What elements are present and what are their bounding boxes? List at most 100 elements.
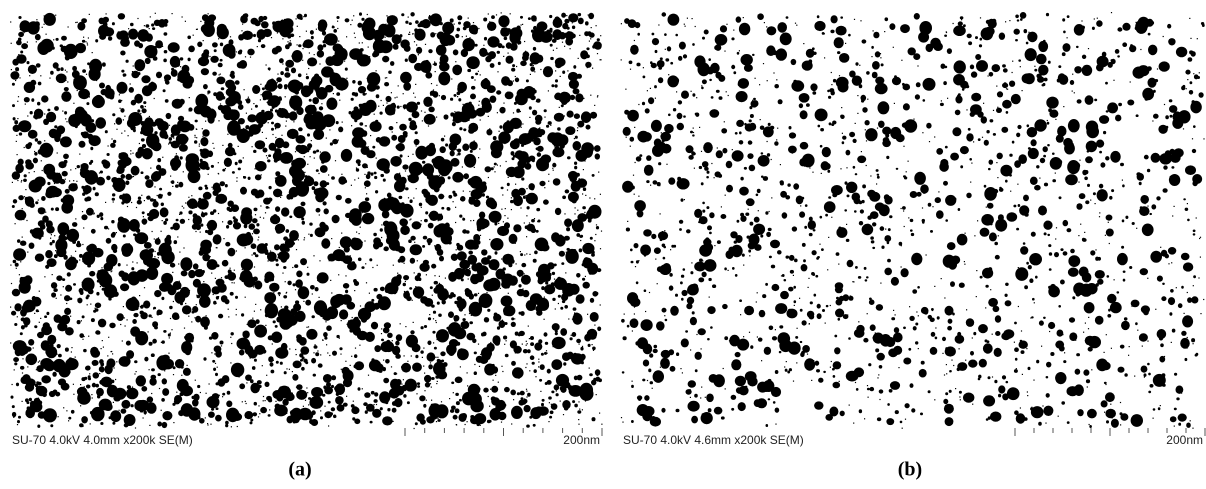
- speckle: [59, 173, 60, 174]
- particle: [86, 208, 94, 216]
- speckle: [347, 324, 348, 325]
- speckle: [362, 212, 363, 213]
- speckle: [65, 206, 66, 207]
- particle: [204, 185, 207, 188]
- particle: [314, 74, 319, 79]
- particle: [309, 419, 314, 424]
- speckle: [424, 390, 425, 391]
- particle: [354, 281, 359, 286]
- particle: [583, 282, 590, 289]
- speckle: [473, 303, 474, 304]
- particle: [837, 51, 840, 54]
- speckle: [282, 273, 283, 274]
- particle: [519, 133, 532, 144]
- particle: [126, 423, 129, 426]
- speckle: [107, 355, 108, 356]
- speckle: [139, 295, 140, 296]
- particle: [338, 126, 343, 132]
- particle: [662, 139, 665, 142]
- particle: [103, 22, 108, 27]
- particle: [213, 234, 221, 243]
- speckle: [566, 25, 567, 26]
- particle: [280, 71, 284, 75]
- speckle: [409, 32, 410, 33]
- speckle: [134, 373, 135, 374]
- speckle: [113, 402, 114, 403]
- particle: [646, 180, 649, 183]
- speckle: [396, 97, 397, 98]
- particle: [152, 27, 155, 30]
- particle: [735, 132, 738, 135]
- particle: [57, 125, 66, 134]
- particle: [1077, 99, 1082, 103]
- speckle: [522, 24, 523, 25]
- particle: [128, 29, 138, 40]
- speckle: [389, 287, 390, 288]
- particle: [137, 109, 140, 112]
- speckle: [435, 357, 436, 358]
- particle: [14, 120, 18, 124]
- particle: [34, 152, 37, 156]
- particle: [455, 323, 458, 326]
- speckle: [364, 174, 365, 175]
- speckle: [153, 308, 154, 309]
- particle: [316, 169, 319, 172]
- particle: [1055, 372, 1066, 384]
- particle: [212, 393, 220, 400]
- particle: [251, 189, 258, 196]
- particle: [903, 103, 910, 110]
- particle: [71, 410, 75, 414]
- speckle: [209, 56, 210, 57]
- speckle: [22, 237, 23, 238]
- particle: [799, 211, 805, 217]
- speckle: [544, 297, 545, 298]
- particle: [387, 193, 392, 198]
- speckle: [197, 285, 198, 286]
- speckle: [286, 292, 287, 293]
- speckle: [388, 232, 389, 233]
- particle: [809, 233, 813, 236]
- particle: [641, 319, 653, 331]
- particle: [644, 165, 654, 176]
- speckle: [348, 320, 349, 321]
- particle: [82, 315, 85, 318]
- particle: [323, 44, 326, 47]
- particle: [498, 412, 506, 420]
- speckle: [460, 301, 461, 302]
- particle: [376, 94, 380, 98]
- speckle: [558, 303, 559, 304]
- speckle: [498, 63, 499, 64]
- particle: [1027, 124, 1030, 127]
- speckle: [146, 262, 147, 263]
- particle: [1147, 363, 1150, 366]
- particle: [176, 62, 181, 67]
- speckle: [143, 216, 144, 217]
- particle: [401, 202, 405, 206]
- particle: [321, 160, 325, 163]
- particle: [275, 259, 278, 262]
- speckle: [250, 57, 251, 58]
- speckle: [219, 395, 220, 396]
- particle: [25, 384, 34, 392]
- particle: [194, 140, 197, 144]
- particle: [99, 33, 106, 40]
- particle: [648, 97, 654, 104]
- speckle: [597, 95, 598, 96]
- speckle: [176, 153, 177, 154]
- speckle: [221, 277, 222, 278]
- speckle: [436, 383, 437, 384]
- particle: [831, 15, 838, 23]
- speckle: [541, 26, 542, 27]
- speckle: [253, 151, 254, 152]
- particle: [363, 93, 366, 96]
- speckle: [246, 268, 247, 269]
- speckle: [113, 201, 114, 202]
- particle: [264, 84, 271, 91]
- speckle: [584, 212, 585, 213]
- speckle: [337, 389, 338, 390]
- particle: [520, 391, 525, 396]
- particle: [60, 67, 63, 71]
- speckle: [346, 36, 347, 37]
- speckle: [172, 254, 173, 255]
- particle: [430, 286, 433, 289]
